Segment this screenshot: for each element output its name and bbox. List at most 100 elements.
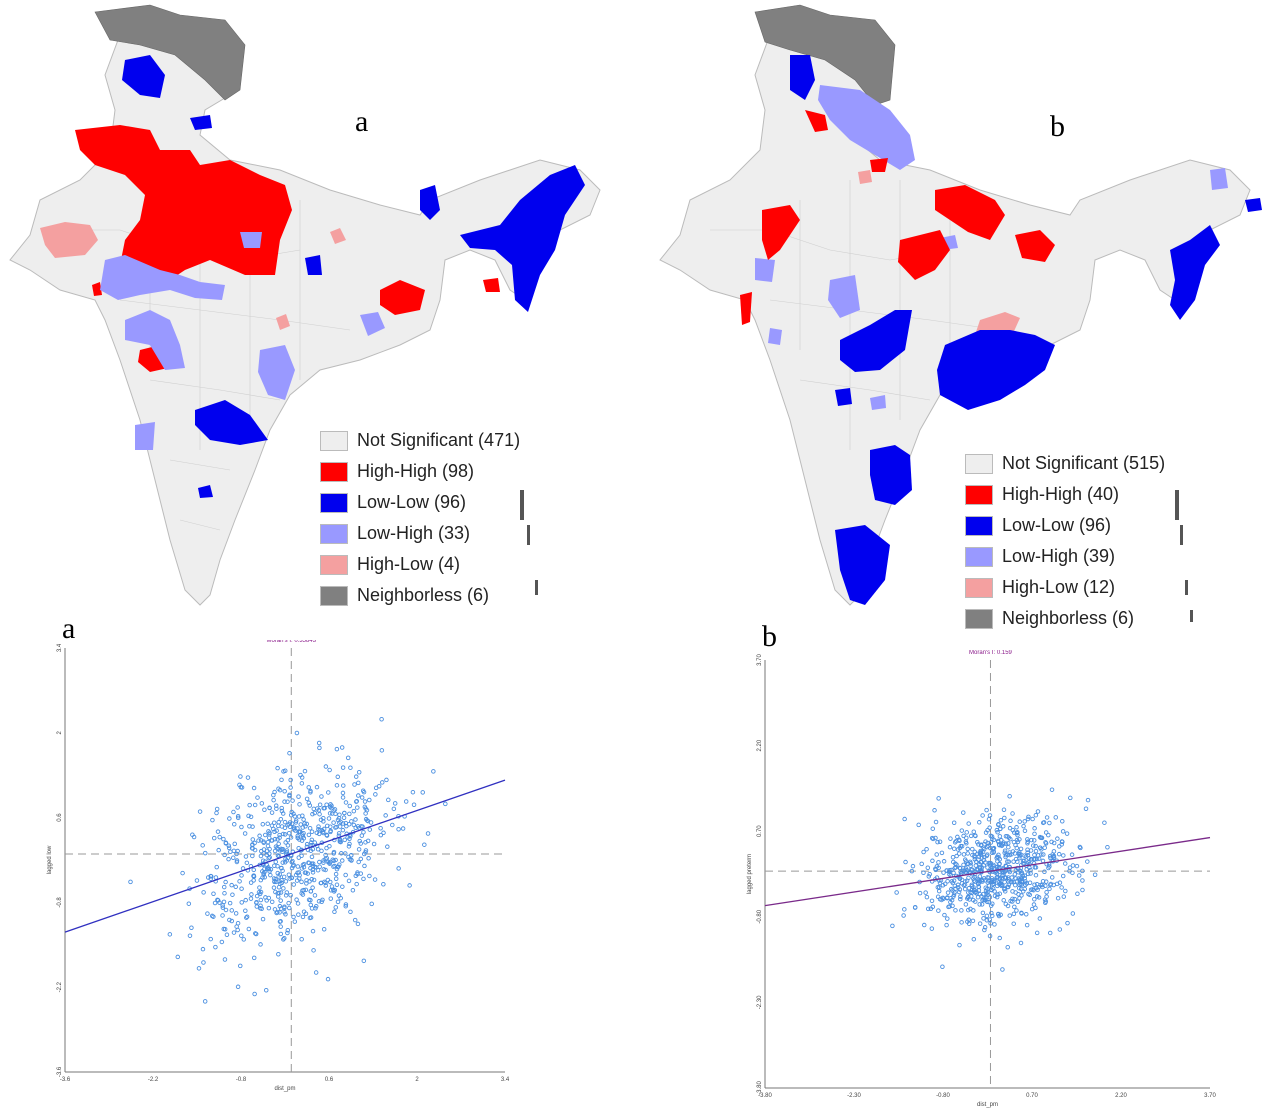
scatter-point: [258, 889, 264, 895]
scatter-point: [220, 913, 225, 918]
scatter-point: [1003, 841, 1009, 846]
scatter-point: [221, 884, 227, 890]
scatter-point: [239, 900, 244, 905]
scatter-point: [933, 819, 939, 825]
scatter-point: [997, 876, 1002, 881]
scatter-point: [955, 882, 961, 888]
scatter-point: [961, 810, 966, 815]
scatter-point: [267, 805, 272, 811]
scatter-point: [323, 883, 329, 888]
x-tick-label: -0.8: [236, 1077, 247, 1083]
scatter-point: [936, 908, 941, 913]
scatter-point: [262, 869, 267, 875]
scatter-point: [1060, 829, 1066, 834]
scatter-point: [1043, 830, 1049, 835]
scatter-point: [282, 860, 288, 865]
scatter-point: [1027, 892, 1032, 898]
scatter-point: [937, 839, 943, 845]
scatter-point: [234, 851, 239, 857]
scatter-point: [251, 867, 257, 873]
scatter-point: [327, 811, 333, 816]
scatter-point: [280, 811, 286, 816]
scatter-point: [222, 891, 227, 896]
scatter-point: [315, 806, 320, 811]
scatter-point: [1030, 816, 1035, 822]
scatter-point: [963, 902, 969, 907]
scatter-point: [1076, 873, 1082, 878]
scatter-point: [241, 937, 247, 942]
x-tick-label: -3.80: [758, 1093, 772, 1099]
scatter-point: [946, 904, 951, 910]
legend-item: Not Significant (515): [965, 448, 1165, 479]
scatter-point: [304, 796, 310, 802]
scatter-point: [1000, 824, 1006, 829]
scatter-point: [312, 810, 318, 816]
scatter-point: [309, 837, 315, 843]
india-outline-b: [659, 19, 1251, 606]
scatter-point: [1014, 825, 1019, 830]
scatter-point: [258, 838, 264, 843]
legend-label: Low-Low (96): [1002, 515, 1112, 535]
scatter-point: [239, 933, 244, 938]
scatter-point: [966, 821, 971, 826]
scatter-point: [340, 884, 345, 889]
scatter-point: [208, 936, 213, 942]
y-tick-label: -2.2: [57, 981, 63, 992]
scatter-point: [347, 803, 353, 809]
scatter-point: [373, 785, 379, 791]
scatter-point: [1033, 872, 1039, 878]
scatter-point: [1025, 850, 1030, 855]
scatter-point: [958, 896, 963, 902]
scatter-point: [334, 882, 340, 888]
scatter-point: [310, 885, 315, 890]
scatter-point: [285, 930, 290, 936]
scatter-point: [250, 853, 255, 859]
legend-swatch: [965, 515, 993, 536]
scatter-point: [298, 822, 303, 827]
scatter-point: [1001, 807, 1007, 813]
scatter-point: [307, 915, 313, 921]
legend-label: High-Low (12): [1002, 577, 1116, 597]
scatter-point: [269, 899, 275, 905]
scatter-point: [324, 802, 329, 807]
scatter-point: [972, 857, 978, 862]
scatter-point: [963, 859, 969, 864]
y-tick-label: 2.20: [757, 739, 763, 751]
scatter-point: [961, 862, 966, 868]
scatter-point: [266, 905, 272, 911]
scatter-point: [901, 913, 906, 918]
y-tick-label: -3.80: [757, 1081, 763, 1095]
scatter-point: [937, 880, 943, 886]
scatter-point: [180, 870, 185, 876]
scatter-point: [1065, 920, 1070, 926]
scatter-point: [213, 875, 219, 880]
map-panel-b: b Not Significant (515) High-High (40) L…: [650, 0, 1280, 640]
scatter-point: [307, 803, 313, 808]
scatter-point: [272, 907, 278, 912]
legend-swatch: [965, 577, 993, 598]
scatter-point: [332, 863, 337, 869]
scatter-point: [244, 915, 249, 920]
scatter-point: [259, 801, 265, 806]
scatter-point: [1047, 820, 1052, 826]
scatter-point: [1013, 890, 1018, 895]
legend-swatch: [965, 546, 993, 567]
scatter-point: [996, 822, 1001, 827]
scatter-point: [263, 988, 269, 993]
scatter-point: [297, 802, 302, 807]
scatter-point: [932, 808, 937, 813]
scatter-point: [244, 860, 250, 866]
scatter-point: [1014, 879, 1020, 884]
scatter-point: [271, 820, 277, 826]
scatter-point: [315, 847, 321, 852]
scatter-point: [944, 922, 949, 928]
scatter-point: [278, 931, 284, 937]
scatter-point: [363, 840, 368, 845]
scatter-point: [367, 827, 373, 832]
y-tick-label: 2: [57, 730, 63, 734]
scatter-point: [189, 925, 194, 931]
y-tick-label: 3.4: [57, 643, 63, 652]
scatter-point: [1022, 828, 1028, 834]
moran-scatter-b: -3.80 -2.30 -0.80 0.70 2.20 3.70 -3.80 -2.30 -0.…: [747, 650, 1216, 1108]
scatter-point: [971, 908, 976, 913]
